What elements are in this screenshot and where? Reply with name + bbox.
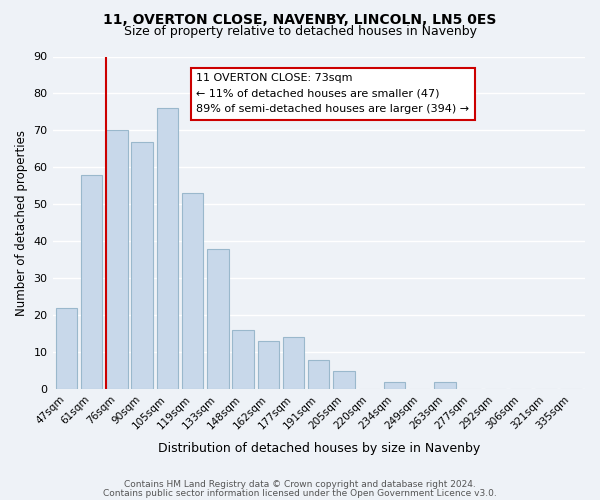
Bar bbox=[157, 108, 178, 389]
Bar bbox=[308, 360, 329, 389]
Bar bbox=[81, 175, 103, 389]
Bar bbox=[131, 142, 153, 389]
Bar bbox=[232, 330, 254, 389]
Text: Contains HM Land Registry data © Crown copyright and database right 2024.: Contains HM Land Registry data © Crown c… bbox=[124, 480, 476, 489]
Text: Contains public sector information licensed under the Open Government Licence v3: Contains public sector information licen… bbox=[103, 488, 497, 498]
Bar bbox=[384, 382, 405, 389]
Bar bbox=[283, 338, 304, 389]
Bar bbox=[333, 370, 355, 389]
Bar bbox=[182, 194, 203, 389]
Text: 11, OVERTON CLOSE, NAVENBY, LINCOLN, LN5 0ES: 11, OVERTON CLOSE, NAVENBY, LINCOLN, LN5… bbox=[103, 12, 497, 26]
Bar bbox=[106, 130, 128, 389]
Bar bbox=[434, 382, 455, 389]
Text: Size of property relative to detached houses in Navenby: Size of property relative to detached ho… bbox=[124, 25, 476, 38]
Text: 11 OVERTON CLOSE: 73sqm
← 11% of detached houses are smaller (47)
89% of semi-de: 11 OVERTON CLOSE: 73sqm ← 11% of detache… bbox=[196, 73, 469, 114]
Y-axis label: Number of detached properties: Number of detached properties bbox=[15, 130, 28, 316]
Bar bbox=[207, 248, 229, 389]
X-axis label: Distribution of detached houses by size in Navenby: Distribution of detached houses by size … bbox=[158, 442, 480, 455]
Bar bbox=[257, 341, 279, 389]
Bar bbox=[56, 308, 77, 389]
